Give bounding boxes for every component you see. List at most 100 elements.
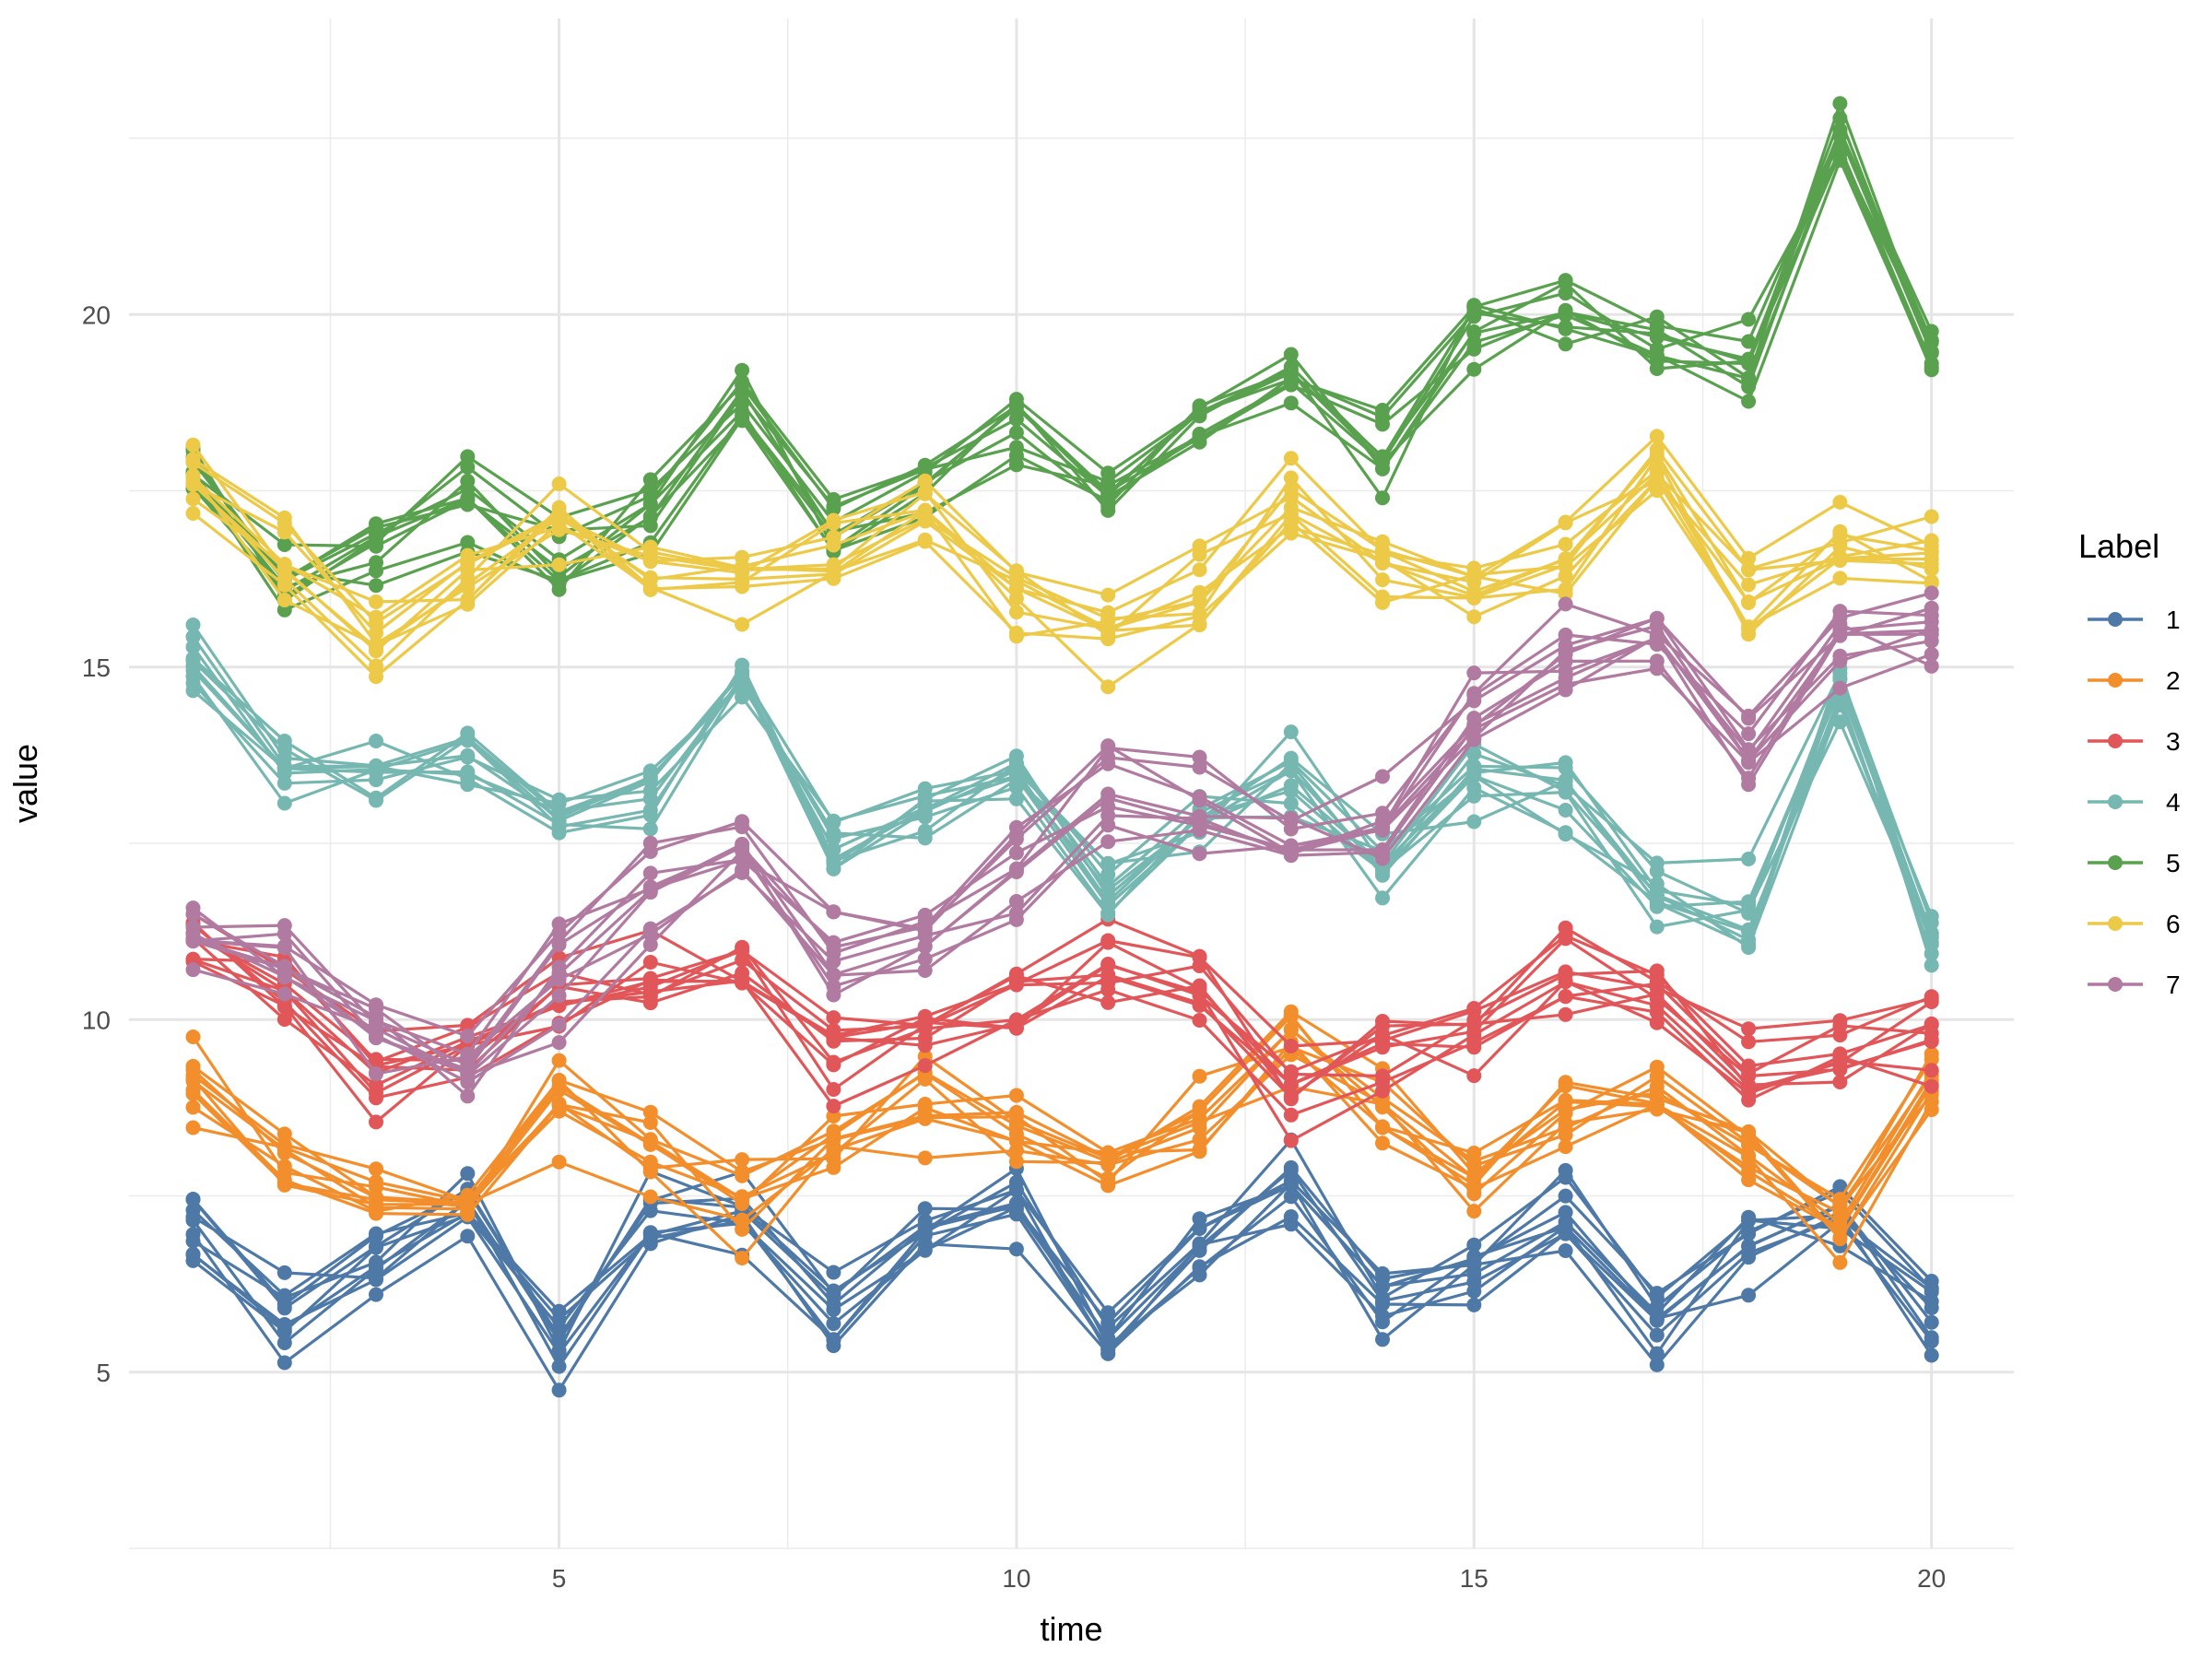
series-4-point	[1924, 915, 1939, 931]
series-1-point	[1649, 1299, 1665, 1314]
series-1-point	[1008, 1206, 1024, 1222]
series-2-point	[642, 1104, 658, 1120]
series-5-point	[642, 472, 658, 488]
series-6-point	[1283, 481, 1299, 497]
series-2-point	[1649, 1078, 1665, 1094]
series-3-point	[1741, 1086, 1757, 1101]
legend-label: 3	[2166, 727, 2181, 756]
series-2-point	[185, 1067, 201, 1083]
series-6-point	[369, 669, 383, 685]
series-3-point	[826, 1022, 841, 1038]
series-1-point	[1283, 1173, 1299, 1189]
series-5-point	[369, 563, 383, 579]
series-7-point	[1741, 771, 1757, 786]
series-5-point	[1558, 286, 1573, 301]
series-6-line	[192, 472, 1933, 619]
series-1-point	[1741, 1213, 1757, 1228]
y-tick-label: 20	[82, 300, 111, 329]
legend-key-point	[2108, 977, 2123, 992]
series-3-line	[192, 912, 1933, 1048]
series-7-line	[193, 653, 1933, 1077]
series-7-point	[1558, 670, 1573, 686]
series-2-point	[826, 1159, 841, 1175]
series-2-point	[185, 1100, 201, 1115]
series-2-point	[369, 1174, 383, 1190]
series-5-point	[1375, 490, 1390, 506]
series-3-point	[1283, 1088, 1299, 1103]
series-1-point	[1558, 1243, 1573, 1258]
series-3-point	[826, 1099, 841, 1114]
series-5-line	[192, 134, 1934, 612]
series-5-point	[276, 537, 292, 552]
series-3-point	[1192, 978, 1207, 994]
legend-label: 7	[2166, 971, 2181, 999]
series-7-point	[1558, 596, 1573, 612]
series-6-line	[192, 469, 1933, 653]
series-6-point	[1100, 613, 1116, 629]
series-7-point	[1192, 749, 1207, 765]
series-5-point	[460, 459, 476, 475]
series-2-point	[1832, 1254, 1848, 1270]
series-7-point	[735, 839, 750, 854]
series-6-point	[1008, 629, 1024, 644]
series-1-point	[1283, 1162, 1299, 1178]
series-6-point	[1741, 561, 1757, 577]
series-2-point	[1100, 1145, 1116, 1160]
series-2-point	[276, 1159, 292, 1174]
series-3-point	[917, 1030, 933, 1046]
series-6-point	[735, 617, 750, 632]
data-series	[185, 96, 1939, 1398]
legend-item-6: 6	[2088, 910, 2181, 938]
series-7-point	[1100, 740, 1116, 756]
series-4-point	[826, 861, 841, 877]
series-2-point	[1558, 1075, 1573, 1090]
series-1-point	[276, 1355, 292, 1371]
series-3-point	[1192, 1013, 1207, 1028]
series-5-line	[192, 152, 1934, 592]
series-6-point	[1192, 538, 1207, 554]
series-5-point	[1558, 336, 1573, 352]
series-6-point	[185, 491, 201, 507]
series-4-point	[460, 747, 476, 763]
series-3-point	[1100, 967, 1116, 982]
series-7-point	[551, 935, 567, 950]
series-6-point	[369, 640, 383, 655]
series-4-point	[917, 823, 933, 839]
series-2-line	[192, 1010, 1934, 1208]
series-6-point	[1283, 470, 1299, 486]
series-4-point	[1924, 936, 1939, 952]
legend-item-1: 1	[2088, 606, 2181, 634]
series-5	[185, 96, 1939, 618]
series-3-point	[369, 1077, 383, 1093]
series-7-point	[826, 987, 841, 1003]
series-6-point	[1100, 587, 1116, 603]
series-4-point	[1008, 748, 1024, 764]
series-1-point	[551, 1382, 567, 1398]
series-1-point	[1192, 1239, 1207, 1254]
series-6-line	[192, 475, 1932, 647]
series-6-point	[1375, 542, 1390, 558]
legend-label: 1	[2166, 606, 2181, 634]
series-5-point	[1741, 351, 1757, 367]
series-2-point	[1375, 1135, 1390, 1151]
series-2-point	[1466, 1204, 1482, 1219]
series-3-point	[185, 951, 201, 967]
series-6-point	[1283, 507, 1299, 523]
y-tick-label: 5	[96, 1359, 111, 1387]
series-2-point	[1008, 1109, 1024, 1124]
series-4-point	[1008, 763, 1024, 779]
series-5-point	[1649, 347, 1665, 363]
series-7-point	[642, 937, 658, 952]
series-2-point	[1008, 1134, 1024, 1148]
series-2-point	[369, 1161, 383, 1177]
series-1-point	[551, 1359, 567, 1374]
series-7-point	[917, 951, 933, 967]
series-4-point	[1466, 759, 1482, 774]
series-2-point	[1375, 1119, 1390, 1135]
series-6-point	[1466, 609, 1482, 625]
series-3-point	[1832, 1075, 1848, 1089]
series-2-point	[1192, 1142, 1207, 1158]
series-3-point	[1100, 994, 1116, 1010]
series-2-point	[1466, 1181, 1482, 1196]
series-1-point	[826, 1332, 841, 1347]
